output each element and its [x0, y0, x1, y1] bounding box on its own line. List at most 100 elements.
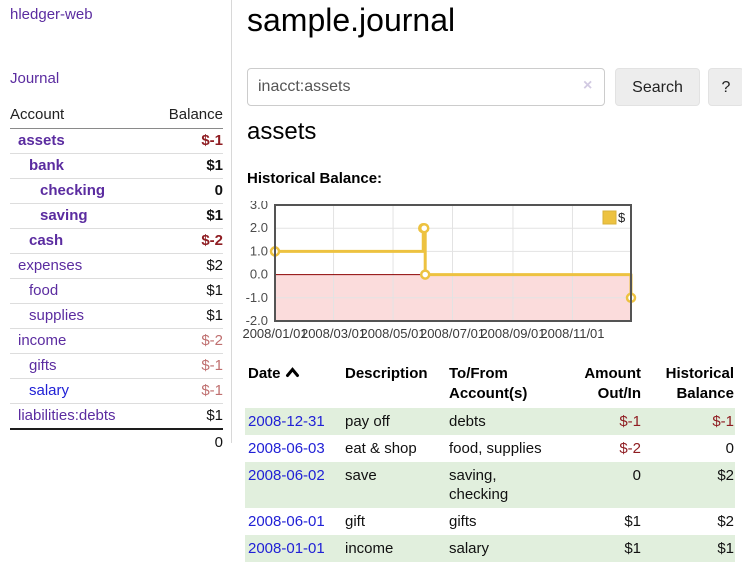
register-amount-cell: 0	[632, 467, 641, 484]
accounts-header-account: Account	[10, 102, 151, 129]
account-row: assets $-1	[10, 129, 223, 154]
account-row: food $1	[10, 278, 223, 304]
register-accounts-cell: debts	[449, 413, 486, 430]
account-row: supplies $1	[10, 303, 223, 329]
register-table: Date Description To/From Account(s) Amou…	[245, 362, 735, 562]
svg-text:2008/07/01: 2008/07/01	[420, 326, 485, 341]
historical-balance-chart: 3.0 2.0 1.0 0.0 -1.0 -2.02008/01/012008/03/01…	[243, 201, 637, 341]
svg-text:2008/01/01: 2008/01/01	[243, 326, 308, 341]
transaction-date-link[interactable]: 2008-06-03	[248, 440, 325, 457]
column-header-accounts: To/From Account(s)	[449, 365, 528, 402]
account-row: bank $1	[10, 153, 223, 179]
account-balance: $-2	[201, 232, 223, 249]
account-balance: $-1	[201, 382, 223, 399]
account-link[interactable]: supplies	[29, 307, 85, 324]
accounts-table-body: assets $-1 bank $1 checking 0 saving $1 cash $-2 e…	[10, 129, 223, 430]
account-balance: $-1	[201, 132, 223, 149]
account-row: gifts $-1	[10, 353, 223, 379]
register-row[interactable]: 2008-01-01 income salary $1 $1	[245, 535, 735, 562]
account-row: cash $-2	[10, 228, 223, 254]
svg-text:0.0: 0.0	[250, 267, 268, 282]
transaction-date-link[interactable]: 2008-01-01	[248, 540, 325, 557]
register-row[interactable]: 2008-06-01 gift gifts $1 $2	[245, 508, 735, 535]
register-amount-cell: $-2	[619, 440, 641, 457]
register-date-cell: 2008-12-31	[245, 408, 345, 435]
account-balance: $1	[206, 407, 223, 424]
sidebar-item-journal[interactable]: Journal	[10, 70, 60, 87]
register-row[interactable]: 2008-12-31 pay off debts $-1 $-1	[245, 408, 735, 435]
account-link[interactable]: saving	[40, 207, 88, 224]
help-button[interactable]: ?	[708, 68, 742, 106]
account-link[interactable]: checking	[40, 182, 106, 199]
accounts-header-balance: Balance	[150, 102, 223, 129]
register-date-cell: 2008-01-01	[245, 535, 345, 562]
account-row: expenses $2	[10, 253, 223, 279]
register-table-body: 2008-12-31 pay off debts $-1 $-1 2008-06-03 ea…	[245, 408, 735, 562]
search-button[interactable]: Search	[615, 68, 700, 106]
sidebar: hledger-web Journal Account Balance asse…	[0, 0, 232, 451]
register-balance-cell: $1	[717, 540, 734, 557]
register-amount-cell: $1	[624, 513, 641, 530]
account-link[interactable]: bank	[29, 157, 65, 174]
register-amount-cell: $1	[624, 540, 641, 557]
register-row[interactable]: 2008-06-02 save saving, checking 0 $2	[245, 462, 735, 508]
register-accounts-cell: gifts	[449, 513, 477, 530]
accounts-total-row: 0	[10, 429, 223, 455]
column-header-amount: Amount Out/In	[584, 365, 641, 402]
chart-legend: $	[602, 210, 626, 225]
accounts-total-value: 0	[214, 434, 223, 451]
transaction-date-link[interactable]: 2008-06-02	[248, 467, 325, 484]
register-balance-cell: $2	[717, 513, 734, 530]
account-link[interactable]: cash	[29, 232, 64, 249]
clear-search-icon[interactable]: ×	[583, 77, 593, 94]
register-description-cell: eat & shop	[345, 440, 417, 457]
register-description-cell: income	[345, 540, 394, 557]
account-row: income $-2	[10, 328, 223, 354]
svg-text:2.0: 2.0	[250, 220, 268, 235]
svg-text:2008/11/01: 2008/11/01	[540, 326, 604, 341]
register-balance-cell: 0	[725, 440, 734, 457]
account-balance: $1	[206, 307, 223, 324]
transaction-date-link[interactable]: 2008-12-31	[248, 413, 325, 430]
account-balance: $1	[206, 207, 223, 224]
chart-title: Historical Balance:	[247, 170, 383, 187]
account-balance: $-1	[201, 357, 223, 374]
account-balance: $-2	[201, 332, 223, 349]
svg-text:1.0: 1.0	[250, 243, 268, 258]
register-accounts-cell: food, supplies	[449, 440, 542, 457]
svg-text:-2.0: -2.0	[246, 313, 268, 328]
account-heading: assets	[247, 118, 317, 145]
account-row: checking 0	[10, 178, 223, 204]
register-balance-cell: $2	[717, 467, 734, 484]
register-balance-cell: $-1	[712, 413, 734, 430]
register-table-header: Date Description To/From Account(s) Amou…	[245, 362, 735, 408]
account-link[interactable]: food	[29, 282, 59, 299]
account-link[interactable]: income	[18, 332, 67, 349]
page-title: sample.journal	[247, 2, 456, 38]
accounts-table-header: Account Balance	[10, 102, 223, 129]
register-description-cell: save	[345, 467, 377, 484]
account-link[interactable]: liabilities:debts	[18, 407, 116, 424]
accounts-table: Account Balance assets $-1 bank $1 checking 0…	[10, 102, 223, 455]
account-link[interactable]: expenses	[18, 257, 83, 274]
app-title-link[interactable]: hledger-web	[10, 6, 93, 23]
search-input[interactable]	[247, 68, 605, 106]
column-header-date[interactable]: Date	[245, 362, 345, 408]
account-link[interactable]: assets	[18, 132, 65, 149]
register-row[interactable]: 2008-06-03 eat & shop food, supplies $-2 0	[245, 435, 735, 462]
svg-text:$: $	[618, 210, 626, 225]
sort-ascending-icon	[285, 367, 299, 377]
accounts-total-spacer	[10, 429, 151, 455]
register-accounts-cell: saving, checking	[449, 467, 509, 503]
register-accounts-cell: salary	[449, 540, 490, 557]
register-date-cell: 2008-06-03	[245, 435, 345, 462]
account-row: saving $1	[10, 203, 223, 229]
column-header-description: Description	[345, 365, 428, 382]
account-link[interactable]: gifts	[29, 357, 57, 374]
register-date-cell: 2008-06-02	[245, 462, 345, 508]
transaction-date-link[interactable]: 2008-06-01	[248, 513, 325, 530]
register-description-cell: pay off	[345, 413, 390, 430]
register-amount-cell: $-1	[619, 413, 641, 430]
main-content: sample.journal × Search ? assets Histori…	[243, 0, 742, 582]
account-link[interactable]: salary	[29, 382, 70, 399]
